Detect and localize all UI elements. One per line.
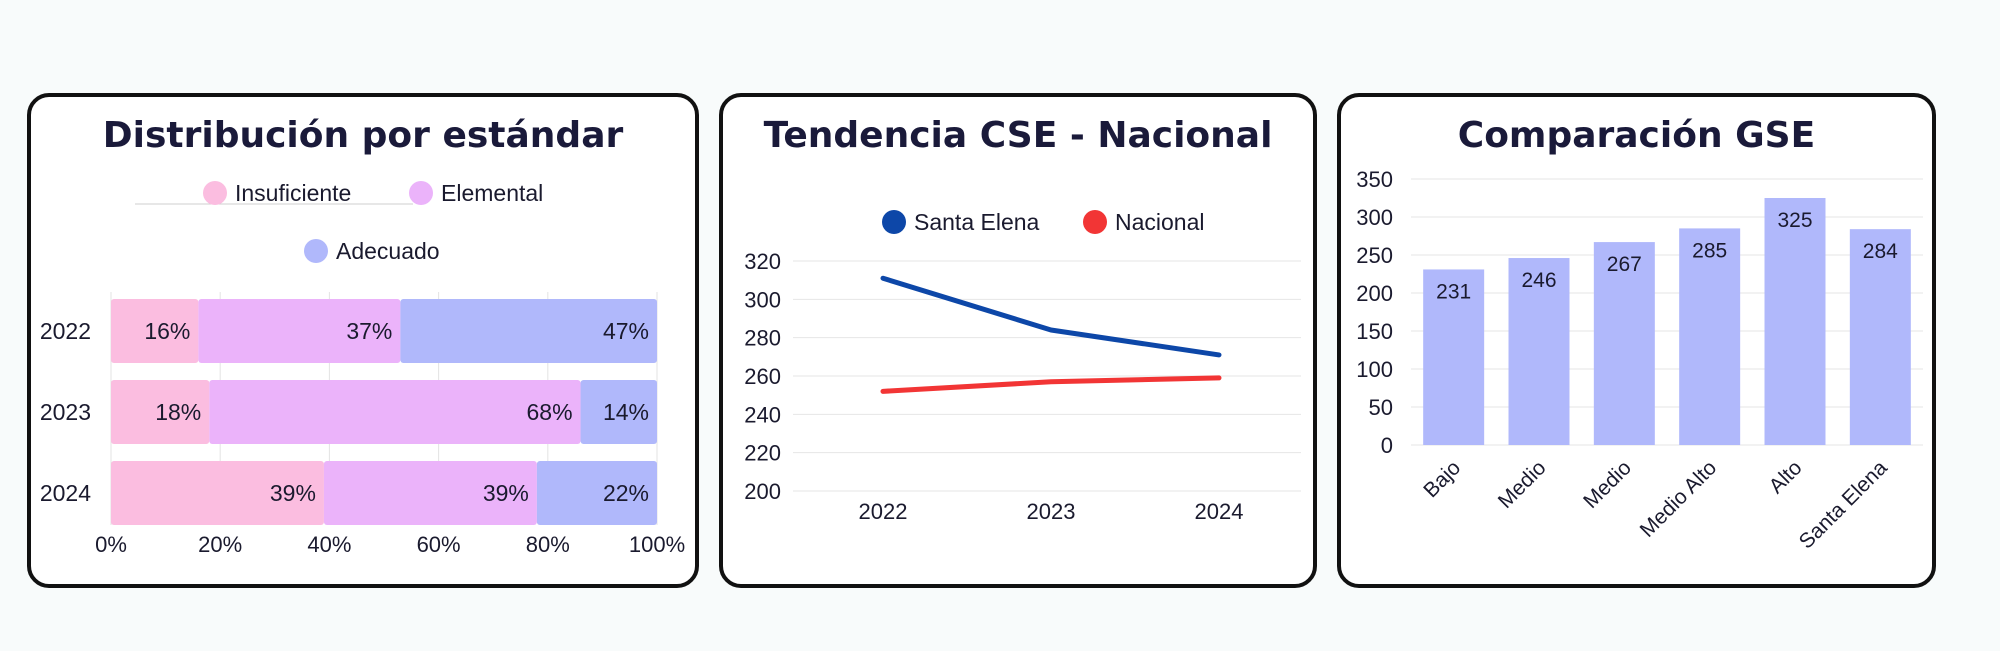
y-tick-label: 200 [744, 479, 781, 504]
legend-marker [304, 239, 328, 263]
y-tick-label: 0 [1381, 433, 1393, 458]
y-tick-label: 350 [1356, 167, 1393, 192]
bar-segment [536, 461, 657, 525]
x-tick-label: 60% [417, 532, 461, 557]
legend-marker [1083, 210, 1107, 234]
bar-segment [580, 380, 657, 444]
data-label: 37% [346, 318, 392, 344]
bar-segment [400, 299, 657, 363]
x-tick-label: 100% [629, 532, 685, 557]
y-tick-label: 260 [744, 364, 781, 389]
chart-title: Distribución por estándar [102, 115, 624, 156]
category-label: Santa Elena [1795, 456, 1892, 553]
data-label: 284 [1863, 240, 1898, 263]
x-tick-label: 0% [95, 532, 127, 557]
y-tick-label: 320 [744, 249, 781, 274]
category-label: Alto [1765, 456, 1807, 498]
chart-title: Comparación GSE [1457, 115, 1816, 156]
category-label: 2023 [40, 399, 91, 425]
data-label: 285 [1692, 239, 1727, 262]
legend-marker [203, 181, 227, 205]
data-label: 47% [603, 318, 649, 344]
trend-panel: Tendencia CSE - Nacional 200 220 240 260 280… [719, 93, 1317, 588]
y-tick-label: 100 [1356, 357, 1393, 382]
y-tick-label: 250 [1356, 243, 1393, 268]
x-tick-label: 2023 [1027, 499, 1076, 524]
bar [1679, 228, 1741, 445]
legend-label: Insuficiente [235, 180, 351, 206]
y-tick-label: 220 [744, 441, 781, 466]
x-tick-label: 80% [526, 532, 570, 557]
category-label: Medio [1579, 456, 1636, 513]
x-tick-label: 20% [198, 532, 242, 557]
series-line [880, 275, 1222, 358]
y-tick-label: 240 [744, 402, 781, 427]
bar [1764, 198, 1826, 445]
legend-label: Santa Elena [914, 209, 1040, 235]
category-label: 2024 [40, 480, 91, 506]
legend-marker [409, 181, 433, 205]
legend-label: Adecuado [336, 238, 440, 264]
chart-title: Tendencia CSE - Nacional [763, 115, 1273, 156]
y-tick-label: 300 [1356, 205, 1393, 230]
bar [1593, 242, 1655, 445]
data-label: 68% [527, 399, 573, 425]
gse-panel: Comparación GSE 0 50 100 150 200 250 300 350 231… [1337, 93, 1936, 588]
data-label: 325 [1777, 209, 1812, 232]
bar-segment [111, 299, 199, 363]
y-tick-label: 50 [1369, 395, 1393, 420]
data-label: 267 [1607, 253, 1642, 276]
bar-segment [209, 380, 581, 444]
bar [1423, 269, 1485, 445]
data-label: 231 [1436, 280, 1471, 303]
gse-chart: 0 50 100 150 200 250 300 350 231 Bajo 246 Medio 267 M… [1356, 167, 1923, 553]
distribution-chart: 0% 20% 40% 60% 80% 100% Insuficiente Elemental A… [40, 180, 685, 557]
x-tick-label: 2024 [1195, 499, 1244, 524]
y-tick-label: 300 [744, 287, 781, 312]
legend-marker [882, 210, 906, 234]
category-label: Bajo [1419, 456, 1465, 502]
y-tick-label: 200 [1356, 281, 1393, 306]
data-label: 39% [270, 480, 316, 506]
legend-label: Elemental [441, 180, 543, 206]
data-label: 39% [483, 480, 529, 506]
bar [1849, 229, 1911, 445]
data-label: 246 [1521, 269, 1556, 292]
data-label: 14% [603, 399, 649, 425]
bar-segment [111, 461, 324, 525]
y-tick-label: 150 [1356, 319, 1393, 344]
trend-chart: 200 220 240 260 280 300 320 2022 2023 2024 Santa E… [744, 209, 1301, 524]
bar-segment [111, 380, 210, 444]
data-label: 16% [144, 318, 190, 344]
x-tick-label: 40% [307, 532, 351, 557]
data-label: 22% [603, 480, 649, 506]
y-tick-label: 280 [744, 326, 781, 351]
bar-segment [323, 461, 537, 525]
category-label: Medio Alto [1636, 456, 1722, 542]
distribution-panel: Distribución por estándar 0% 20% 40% 60% 80%… [27, 93, 699, 588]
bar [1508, 258, 1570, 445]
category-label: Medio [1494, 456, 1551, 513]
category-label: 2022 [40, 318, 91, 344]
x-tick-label: 2022 [859, 499, 908, 524]
bar-segment [198, 299, 401, 363]
data-label: 18% [155, 399, 201, 425]
series-line [880, 375, 1222, 394]
legend-label: Nacional [1115, 209, 1205, 235]
